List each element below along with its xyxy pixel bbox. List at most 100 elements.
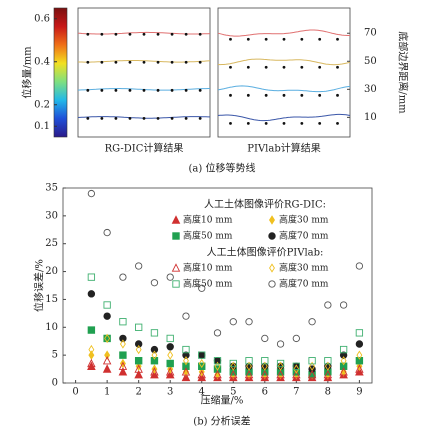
point (213, 329, 222, 337)
point (166, 359, 174, 368)
point (150, 329, 159, 337)
point (308, 318, 316, 326)
caption: (a) 位移等势线 (189, 162, 256, 175)
grid-dot (170, 60, 174, 64)
point (182, 345, 190, 354)
point (119, 351, 127, 359)
y-tick-label: 25 (45, 238, 58, 249)
point (165, 369, 175, 379)
y-axis-label: 底部边界距离/mm (397, 31, 410, 114)
grid-dot (170, 88, 174, 92)
caption: (b) 分析误差 (193, 415, 250, 428)
grid-dot (128, 88, 132, 92)
point (135, 323, 143, 331)
point (355, 329, 364, 337)
point (119, 273, 127, 281)
point (134, 364, 143, 373)
y-axis-label: 位移误差/% (33, 259, 46, 312)
x-tick-label: 9 (356, 387, 362, 398)
grid-dot (229, 65, 232, 69)
point (104, 350, 111, 360)
contour-line (77, 31, 211, 35)
point (182, 362, 190, 370)
point (88, 350, 95, 360)
x-tick-label: 1 (104, 387, 110, 398)
point (276, 359, 285, 368)
legend-marker (172, 232, 180, 240)
grid-dot (142, 88, 146, 92)
point (198, 351, 206, 359)
point (182, 351, 190, 359)
y-tick-label: 10 (45, 322, 58, 333)
legend-label: 高度50 mm (183, 278, 233, 290)
point (181, 367, 191, 376)
point (103, 228, 111, 237)
legend-label: 高度30 mm (279, 214, 329, 226)
legend-title: 人工土体图像评价PIVlab: (207, 246, 324, 259)
grid-dot (128, 60, 132, 64)
point (276, 369, 285, 379)
grid-dot (170, 32, 174, 36)
legend-label: 高度70 mm (279, 230, 329, 242)
legend-label: 高度50 mm (183, 230, 233, 242)
point (134, 340, 143, 348)
point (150, 357, 159, 365)
grid-dot (336, 65, 339, 69)
grid-dot (100, 32, 104, 36)
point (165, 367, 175, 376)
point (229, 318, 237, 326)
legend-label: 高度10 mm (183, 262, 233, 274)
point (261, 334, 269, 343)
point (166, 334, 174, 343)
point (307, 369, 317, 379)
legend-marker (269, 263, 275, 273)
grid-dot (300, 37, 304, 41)
point (87, 326, 96, 334)
grid-dot (264, 37, 268, 41)
point (87, 358, 96, 368)
plot-frame (62, 187, 373, 384)
point (87, 273, 96, 281)
grid-dot (264, 93, 268, 97)
y-tick-label: 50 (364, 56, 377, 67)
grid-dot (184, 60, 188, 64)
point (229, 359, 237, 368)
grid-dot (336, 121, 339, 125)
point (260, 369, 270, 379)
y-tick-label: 70 (364, 28, 377, 39)
contour-line (217, 85, 351, 93)
grid-dot (114, 32, 118, 36)
point (135, 344, 142, 355)
y-tick-label: 5 (52, 350, 58, 361)
x-tick-label: 3 (167, 387, 173, 398)
y-tick-label: 30 (45, 210, 58, 221)
grid-dot (114, 116, 118, 120)
legend-marker (268, 280, 276, 288)
grid-dot (170, 116, 174, 120)
point (150, 369, 159, 379)
y-tick-label: 10 (364, 112, 377, 123)
grid-dot (128, 32, 132, 36)
point (213, 369, 222, 379)
grid-dot (318, 93, 322, 97)
grid-dot (198, 88, 202, 92)
grid-dot (86, 32, 90, 36)
point (198, 358, 205, 369)
grid-dot (100, 88, 104, 92)
point (150, 367, 159, 376)
point (213, 357, 222, 365)
colorbar-tick-label: 0.6 (34, 13, 50, 24)
grid-dot (156, 116, 160, 120)
point (197, 372, 207, 382)
point (245, 318, 253, 326)
grid-dot (336, 93, 339, 97)
point (134, 369, 143, 379)
grid-dot (100, 60, 104, 64)
point (214, 361, 221, 371)
colorbar (53, 7, 68, 138)
contour-line (217, 29, 350, 37)
grid-dot (229, 121, 232, 125)
legend-title: 人工土体图像评价RG-DIC: (204, 198, 326, 211)
y-tick-label: 20 (45, 266, 58, 277)
grid-dot (229, 93, 232, 97)
